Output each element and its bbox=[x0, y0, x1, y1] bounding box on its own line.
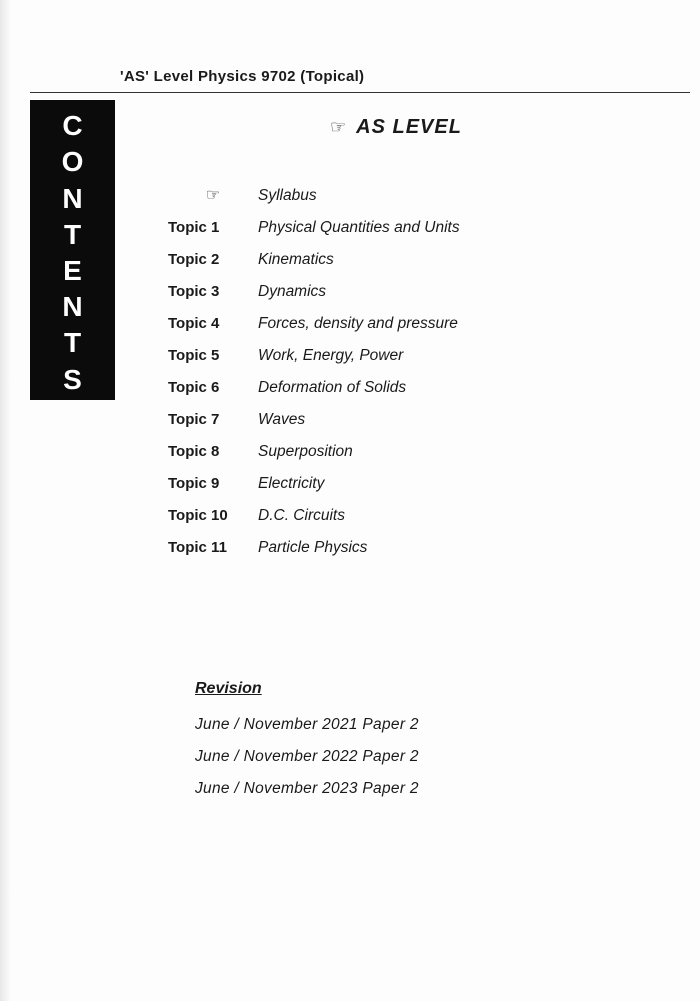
toc-label: Topic 10 bbox=[168, 507, 258, 524]
toc-title: Waves bbox=[258, 411, 305, 429]
toc-label: Topic 4 bbox=[168, 315, 258, 332]
toc-row: Topic 3 Dynamics bbox=[168, 283, 598, 301]
toc-row: Topic 1 Physical Quantities and Units bbox=[168, 219, 598, 237]
toc-label: Topic 6 bbox=[168, 379, 258, 396]
toc-label: Topic 3 bbox=[168, 283, 258, 300]
revision-section: Revision June / November 2021 Paper 2 Ju… bbox=[195, 680, 419, 812]
contents-letter: T bbox=[64, 327, 81, 359]
toc-row: ☞ Syllabus bbox=[168, 185, 598, 205]
contents-letter: O bbox=[62, 146, 84, 178]
contents-letter: C bbox=[62, 110, 82, 142]
toc-row: Topic 9 Electricity bbox=[168, 475, 598, 493]
toc-title: Physical Quantities and Units bbox=[258, 219, 460, 237]
toc-row: Topic 11 Particle Physics bbox=[168, 539, 598, 557]
toc-label: Topic 2 bbox=[168, 251, 258, 268]
header-rule bbox=[30, 92, 690, 93]
revision-item: June / November 2022 Paper 2 bbox=[195, 748, 419, 766]
pointer-icon: ☞ bbox=[330, 117, 346, 138]
toc-row: Topic 10 D.C. Circuits bbox=[168, 507, 598, 525]
contents-letter: S bbox=[63, 364, 82, 396]
contents-tab: C O N T E N T S bbox=[30, 100, 115, 400]
toc-label: Topic 7 bbox=[168, 411, 258, 428]
pointer-icon: ☞ bbox=[168, 185, 258, 205]
toc-title: Syllabus bbox=[258, 187, 317, 205]
toc-title: Deformation of Solids bbox=[258, 379, 406, 397]
page: 'AS' Level Physics 9702 (Topical) C O N … bbox=[0, 0, 700, 1001]
scan-artifact-left bbox=[0, 0, 12, 1001]
toc-title: Work, Energy, Power bbox=[258, 347, 403, 365]
table-of-contents: ☞ Syllabus Topic 1 Physical Quantities a… bbox=[168, 185, 598, 571]
toc-label: Topic 5 bbox=[168, 347, 258, 364]
toc-label: Topic 1 bbox=[168, 219, 258, 236]
toc-label: Topic 9 bbox=[168, 475, 258, 492]
toc-label: Topic 8 bbox=[168, 443, 258, 460]
toc-row: Topic 7 Waves bbox=[168, 411, 598, 429]
toc-title: D.C. Circuits bbox=[258, 507, 345, 525]
revision-item: June / November 2023 Paper 2 bbox=[195, 780, 419, 798]
toc-row: Topic 5 Work, Energy, Power bbox=[168, 347, 598, 365]
header-title: 'AS' Level Physics 9702 (Topical) bbox=[120, 68, 364, 85]
revision-heading: Revision bbox=[195, 680, 419, 698]
toc-row: Topic 6 Deformation of Solids bbox=[168, 379, 598, 397]
main-heading: ☞ AS LEVEL bbox=[330, 116, 462, 139]
toc-title: Forces, density and pressure bbox=[258, 315, 458, 333]
toc-title: Kinematics bbox=[258, 251, 334, 269]
contents-letter: N bbox=[62, 183, 82, 215]
revision-item: June / November 2021 Paper 2 bbox=[195, 716, 419, 734]
contents-letter: N bbox=[62, 291, 82, 323]
toc-row: Topic 4 Forces, density and pressure bbox=[168, 315, 598, 333]
contents-letter: E bbox=[63, 255, 82, 287]
toc-title: Superposition bbox=[258, 443, 353, 461]
toc-title: Particle Physics bbox=[258, 539, 367, 557]
toc-title: Electricity bbox=[258, 475, 324, 493]
toc-title: Dynamics bbox=[258, 283, 326, 301]
contents-letter: T bbox=[64, 219, 81, 251]
toc-row: Topic 2 Kinematics bbox=[168, 251, 598, 269]
main-heading-text: AS LEVEL bbox=[356, 116, 462, 139]
toc-row: Topic 8 Superposition bbox=[168, 443, 598, 461]
toc-label: Topic 11 bbox=[168, 539, 258, 556]
